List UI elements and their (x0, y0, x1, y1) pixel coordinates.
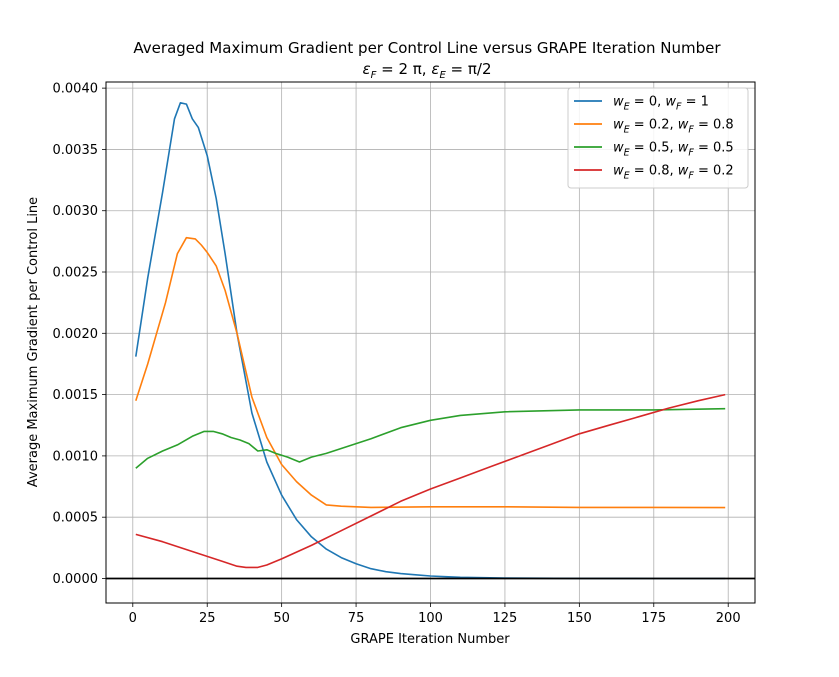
legend-entry: wE = 0.2, wF = 0.8 (613, 118, 734, 136)
y-tick-label: 0.0030 (53, 204, 99, 219)
series-line-2 (135, 236, 726, 509)
legend-box (567, 87, 749, 189)
y-tick-label: 0.0020 (53, 327, 99, 342)
x-tick-label: 150 (567, 611, 592, 626)
x-tick-label: 125 (493, 611, 518, 626)
x-tick-label: 25 (199, 611, 216, 626)
x-tick-label: 175 (641, 611, 666, 626)
x-tick-label: 0 (129, 611, 137, 626)
x-tick-label: 75 (348, 611, 365, 626)
y-tick-label: 0.0015 (53, 388, 99, 403)
chart-title: Averaged Maximum Gradient per Control Li… (133, 39, 721, 57)
series-lines (135, 102, 726, 580)
legend-entry: wE = 0.5, wF = 0.5 (613, 141, 734, 159)
chart-subtitle: εF = 2 π, εE = π/2 (362, 60, 491, 81)
y-tick-label: 0.0035 (53, 143, 99, 158)
legend-entry: wE = 0.8, wF = 0.2 (613, 164, 734, 182)
y-tick-label: 0.0010 (53, 449, 99, 464)
series-line-1 (135, 102, 726, 580)
x-tick-label: 200 (716, 611, 741, 626)
y-axis-label: Average Maximum Gradient per Control Lin… (26, 197, 41, 487)
x-tick-label: 50 (273, 611, 290, 626)
x-axis-label: GRAPE Iteration Number (350, 632, 510, 647)
legend: wE = 0, wF = 1 wE = 0.2, wF = 0.8 wE = 0.5… (567, 87, 749, 189)
y-tick-label: 0.0040 (53, 82, 99, 97)
x-tick-label: 100 (418, 611, 443, 626)
y-tick-label: 0.0025 (53, 266, 99, 281)
y-tick-label: 0.0005 (53, 511, 99, 526)
legend-entry: wE = 0, wF = 1 (613, 95, 709, 113)
y-tick-label: 0.0000 (53, 572, 99, 587)
x-axis-ticks: 0 25 50 75 100 125 150 175 200 (129, 603, 741, 626)
series-line-4 (135, 393, 726, 569)
series-line-3 (135, 407, 726, 469)
y-axis-ticks: 0.0000 0.0005 0.0010 0.0015 0.0020 0.0025 0.00… (53, 82, 106, 587)
